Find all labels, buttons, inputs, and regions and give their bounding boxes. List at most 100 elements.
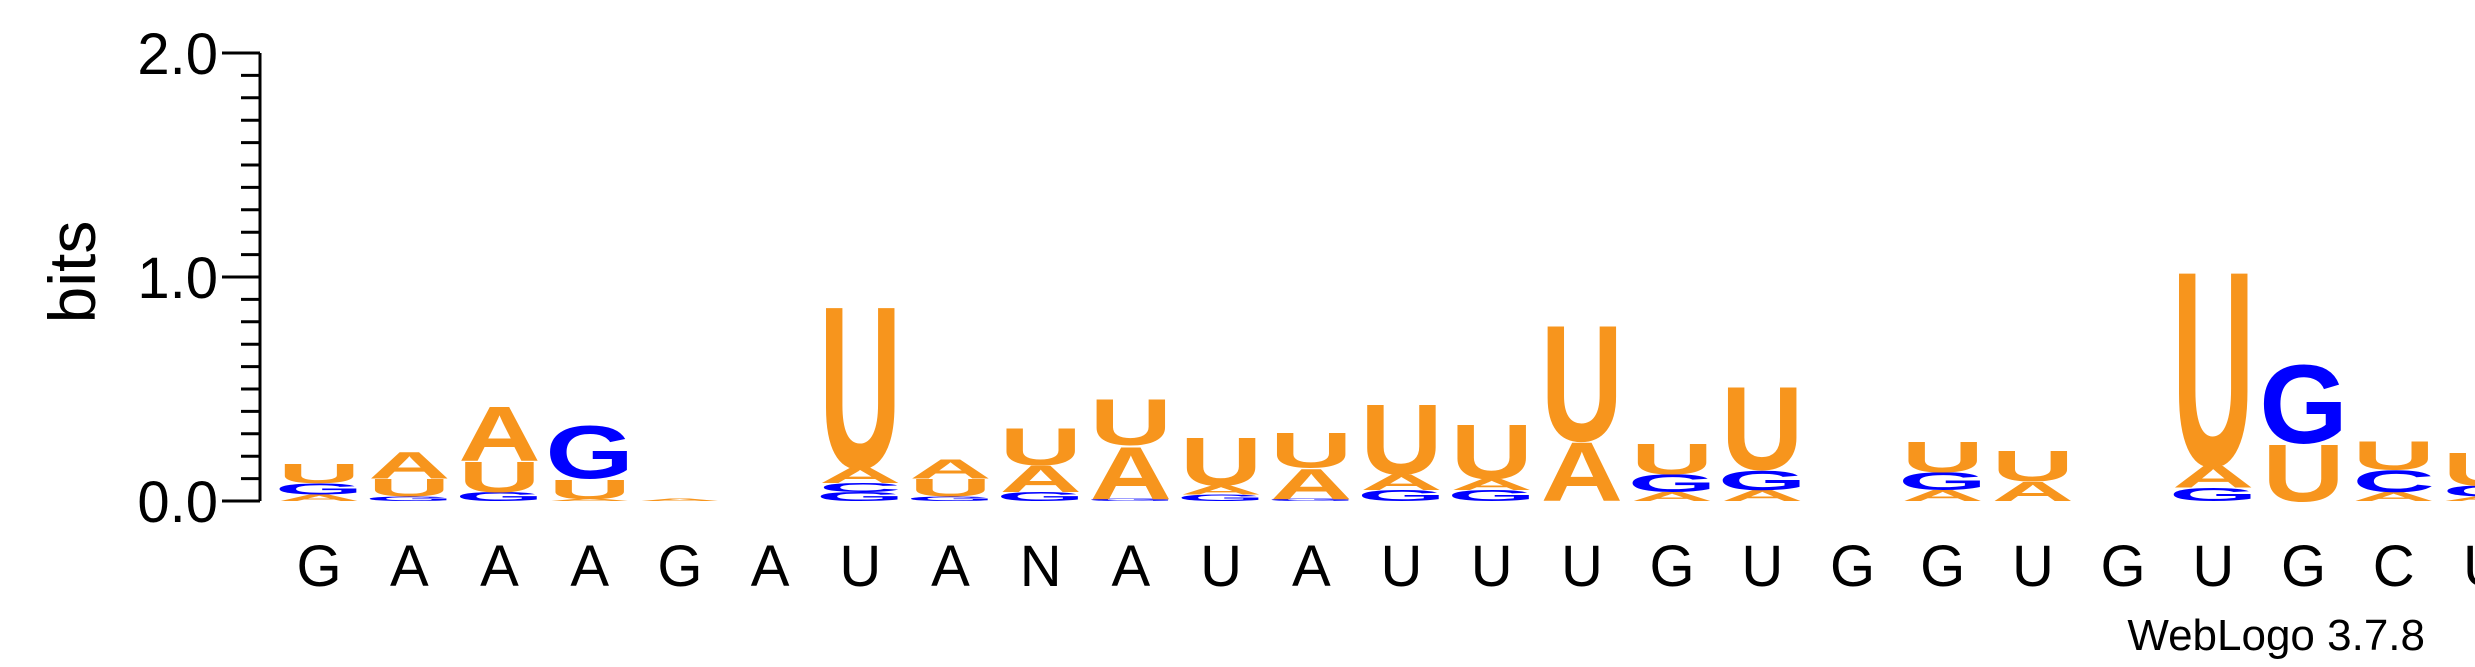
x-tick-label: A bbox=[390, 534, 429, 599]
logo-letter-u: U bbox=[1000, 417, 1082, 476]
logo-letter-u: U bbox=[1541, 291, 1623, 476]
logo-letter-g: G bbox=[1447, 487, 1536, 505]
x-tick-label: A bbox=[931, 534, 970, 599]
logo-letter-u: U bbox=[1270, 422, 1352, 478]
logo-letter-u: U bbox=[1721, 362, 1803, 495]
logo-letter-u: U bbox=[549, 473, 631, 505]
logo-letter-a: A bbox=[1451, 476, 1533, 494]
x-tick-label: U bbox=[1471, 534, 1513, 599]
logo-column: AGU bbox=[1628, 435, 1717, 504]
logo-letter-a: A bbox=[2172, 459, 2254, 494]
logo-letter-g: G bbox=[545, 412, 634, 495]
logo-letter-a: A bbox=[1902, 487, 1984, 505]
logo-letter-g: G bbox=[1177, 493, 1266, 503]
logo-column: GUA bbox=[365, 445, 454, 503]
weblogo-credit: WebLogo 3.7.8 bbox=[2127, 611, 2425, 660]
x-tick-label: U bbox=[1200, 534, 1242, 599]
y-axis: 0.0 1.0 2.0 bbox=[137, 22, 262, 535]
logo-letter-a: A bbox=[1541, 425, 1623, 519]
x-tick-label: U bbox=[1381, 534, 1423, 599]
logo-letter-g: G bbox=[816, 490, 905, 504]
x-tick-label: U bbox=[1741, 534, 1783, 599]
logo-column: AU bbox=[1541, 291, 1623, 519]
logo-letter-a: A bbox=[1090, 432, 1172, 515]
logo-letter-a: A bbox=[819, 464, 901, 488]
logo-letter-g: G bbox=[2259, 341, 2348, 467]
logo-letter-g: G bbox=[1357, 487, 1446, 505]
logo-letter-u: U bbox=[1180, 423, 1262, 500]
logo-letter-u: U bbox=[1360, 384, 1442, 496]
logo-column: AGU bbox=[275, 458, 364, 503]
logo-letter-a: A bbox=[1360, 470, 1442, 494]
logo-letter-a: A bbox=[1180, 483, 1262, 497]
logo-column: AGU bbox=[1898, 433, 1987, 505]
logo-letter-c: C bbox=[2443, 482, 2475, 500]
logo-column: AGU bbox=[1718, 362, 1807, 504]
x-tick-label: G bbox=[1650, 534, 1695, 599]
logo-letter-a: A bbox=[909, 453, 991, 485]
logo-letter-u: U bbox=[368, 474, 450, 502]
x-axis: GAAAGAUANAUAUUUGUGGUGUGCU bbox=[297, 534, 2475, 599]
logo-letter-g: G bbox=[1087, 498, 1176, 501]
logo-letter-g: G bbox=[455, 490, 544, 504]
x-tick-label: A bbox=[1112, 534, 1151, 599]
logo-letter-u: U bbox=[2262, 427, 2344, 518]
logo-column: AUG bbox=[545, 412, 634, 505]
logo-letter-u: U bbox=[278, 458, 360, 490]
logo-column: GAU bbox=[1267, 422, 1356, 509]
logo-letter-g: G bbox=[996, 490, 1085, 504]
logo-letter-g: G bbox=[1267, 498, 1356, 501]
logo-letter-u: U bbox=[1451, 408, 1533, 495]
logo-letter-g: G bbox=[2169, 484, 2258, 505]
logo-letter-a: A bbox=[1270, 460, 1352, 509]
logo-column: GUA bbox=[455, 390, 544, 504]
logo-column: UG bbox=[2259, 341, 2348, 518]
logo-column: GAU bbox=[1357, 384, 1446, 505]
logo-letter-u: U bbox=[2172, 214, 2254, 526]
logo-letter-a: A bbox=[549, 498, 631, 501]
logo-letter-u: U bbox=[2443, 443, 2475, 495]
logo-letter-a: A bbox=[639, 498, 721, 501]
x-tick-label: G bbox=[1830, 534, 1875, 599]
x-tick-label: U bbox=[2192, 534, 2234, 599]
x-tick-label: G bbox=[297, 534, 342, 599]
logo-letter-a: A bbox=[2443, 495, 2475, 502]
y-axis-label: bits bbox=[35, 221, 109, 324]
x-tick-label: N bbox=[1020, 534, 1062, 599]
y-tick-label: 2.0 bbox=[137, 22, 218, 87]
x-tick-label: C bbox=[2373, 534, 2415, 599]
logo-column: GAU bbox=[996, 417, 1085, 503]
logo-column: ACU bbox=[2443, 443, 2475, 502]
x-tick-label: U bbox=[2012, 534, 2054, 599]
logo-column: A bbox=[639, 498, 721, 501]
x-tick-label: U bbox=[2463, 534, 2475, 599]
logo-letter-u: U bbox=[1090, 386, 1172, 459]
x-tick-label: A bbox=[1292, 534, 1331, 599]
logo-letter-g: G bbox=[275, 480, 364, 498]
x-tick-label: G bbox=[1920, 534, 1965, 599]
logo-letter-c: C bbox=[819, 481, 901, 495]
logo-letter-g: G bbox=[906, 495, 995, 502]
logo-letter-a: A bbox=[458, 390, 540, 477]
x-tick-label: A bbox=[480, 534, 519, 599]
logo-letter-a: A bbox=[278, 493, 360, 503]
logo-letter-a: A bbox=[1721, 487, 1803, 505]
logo-letter-a: A bbox=[2353, 490, 2435, 504]
logo-letter-u: U bbox=[1631, 435, 1713, 484]
logo-letter-g: G bbox=[365, 495, 454, 502]
x-tick-label: G bbox=[657, 534, 702, 599]
logo-letter-g: G bbox=[1718, 464, 1807, 496]
logo-letter-a: A bbox=[1000, 458, 1082, 500]
x-tick-label: U bbox=[1561, 534, 1603, 599]
x-tick-label: A bbox=[570, 534, 609, 599]
x-tick-label: A bbox=[751, 534, 790, 599]
logo-letter-g: G bbox=[1628, 470, 1717, 498]
logo-letter-g: G bbox=[1898, 467, 1987, 495]
logo-column: ACU bbox=[2353, 433, 2435, 503]
logo-column: GUA bbox=[906, 453, 995, 502]
x-tick-label: G bbox=[2101, 534, 2146, 599]
logo-column: GAU bbox=[2169, 214, 2258, 526]
logo-letter-u: U bbox=[909, 474, 991, 502]
